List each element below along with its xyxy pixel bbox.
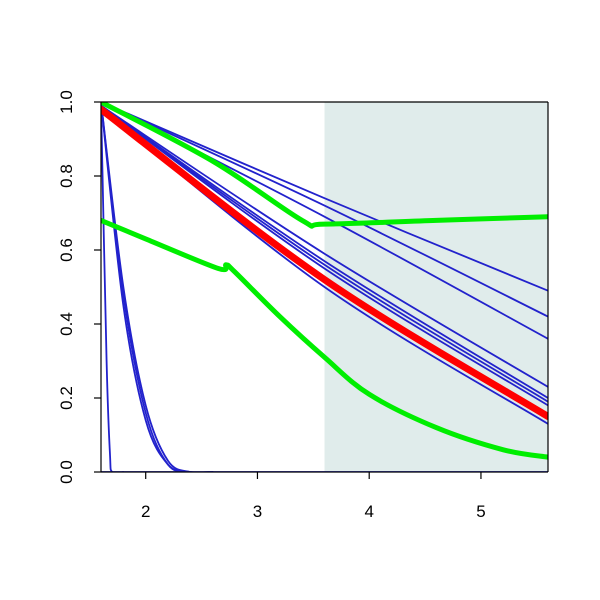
series-line-green-15 — [101, 102, 548, 229]
series-line-green-16 — [101, 217, 548, 460]
series-layer — [101, 102, 548, 472]
x-tick-label: 5 — [476, 502, 485, 521]
y-tick-label: 1.0 — [57, 90, 76, 114]
series-line-blue-1 — [101, 102, 548, 292]
x-tick-label: 4 — [364, 502, 373, 521]
series-line-blue-7 — [101, 104, 548, 407]
series-line-blue-12 — [101, 102, 125, 472]
x-tick-label: 3 — [253, 502, 262, 521]
y-axis-ticks: 0.0 0.2 0.4 0.6 0.8 1.0 — [57, 90, 101, 484]
y-tick-label: 0.2 — [57, 386, 76, 410]
shaded-region — [324, 102, 548, 472]
x-axis-ticks: 2 3 4 5 — [141, 472, 486, 521]
series-line-blue-4 — [101, 104, 548, 388]
y-tick-label: 0.8 — [57, 164, 76, 188]
series-line-red-14 — [101, 105, 548, 420]
series-line-blue-2 — [101, 102, 548, 318]
y-tick-label: 0.0 — [57, 460, 76, 484]
y-tick-label: 0.4 — [57, 312, 76, 336]
series-line-blue-11 — [101, 102, 214, 472]
x-tick-label: 2 — [141, 502, 150, 521]
y-tick-label: 0.6 — [57, 238, 76, 262]
